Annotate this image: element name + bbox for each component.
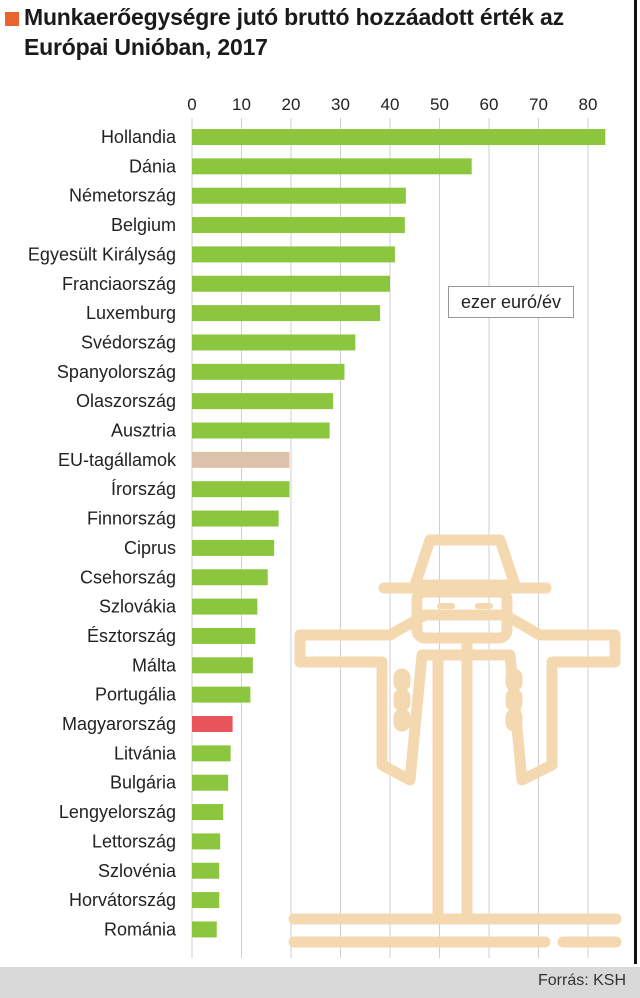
bar-20 [192, 716, 233, 732]
bar-1 [192, 158, 472, 175]
bar-16 [192, 598, 258, 615]
bar-5 [192, 275, 390, 292]
category-label: Portugália [95, 685, 177, 705]
category-label: Magyarország [62, 714, 176, 734]
bar-6 [192, 305, 381, 322]
bar-13 [192, 510, 279, 527]
bar-12 [192, 481, 290, 498]
bar-23 [192, 804, 224, 821]
bar-chart: 0 10 20 30 40 50 60 70 80 Hollandia Dánia Németors… [28, 95, 622, 958]
bar-18 [192, 657, 253, 674]
category-label: Románia [104, 919, 177, 939]
category-label: Csehország [80, 567, 176, 587]
category-label: Bulgária [110, 773, 177, 793]
bar-9 [192, 393, 334, 410]
bar-25 [192, 862, 220, 879]
title-marker [5, 12, 19, 26]
category-label: Olaszország [76, 391, 176, 411]
bar-2 [192, 187, 406, 204]
category-label: Franciaország [62, 274, 176, 294]
x-tick-label: 70 [529, 95, 548, 114]
category-label: Hollandia [101, 127, 177, 147]
bar-22 [192, 774, 229, 791]
category-label: Luxemburg [86, 303, 176, 323]
category-label: Lettország [92, 831, 176, 851]
chart-frame [634, 0, 637, 964]
category-label: EU-tagállamok [58, 450, 177, 470]
x-tick-label: 50 [430, 95, 449, 114]
bar-26 [192, 892, 220, 909]
source-text: Forrás: KSH [537, 972, 626, 989]
bar-0 [192, 129, 606, 145]
category-label: Svédország [81, 332, 176, 352]
bar-11 [192, 451, 290, 468]
category-label: Dánia [129, 156, 177, 176]
category-label: Egyesült Királyság [28, 244, 176, 264]
category-label: Írország [111, 479, 176, 499]
category-label: Finnország [87, 509, 176, 529]
bar-19 [192, 686, 251, 703]
bar-24 [192, 833, 221, 850]
bar-27 [192, 921, 217, 938]
category-label: Spanyolország [57, 362, 176, 382]
category-label: Litvánia [114, 743, 177, 763]
category-label: Belgium [111, 215, 176, 235]
category-label: Ausztria [111, 421, 177, 441]
category-label: Szlovákia [99, 597, 177, 617]
chart-title: Munkaerőegységre jutó bruttó hozzáadott … [24, 4, 564, 60]
category-label: Lengyelország [59, 802, 176, 822]
x-tick-label: 0 [187, 95, 196, 114]
bar-17 [192, 627, 256, 644]
bar-7 [192, 334, 356, 351]
bar-3 [192, 217, 405, 234]
x-tick-label: 40 [381, 95, 400, 114]
category-label: Horvátország [69, 890, 176, 910]
scarecrow-illustration [288, 534, 622, 948]
footer: Forrás: KSH [0, 967, 640, 998]
bar-14 [192, 539, 275, 556]
scarecrow-patches-icon [393, 668, 523, 732]
x-tick-label: 20 [282, 95, 301, 114]
x-tick-label: 80 [579, 95, 598, 114]
category-label: Észtország [87, 626, 176, 646]
bar-10 [192, 422, 330, 439]
bar-8 [192, 363, 345, 380]
x-tick-label: 60 [480, 95, 499, 114]
bar-4 [192, 246, 395, 263]
category-label: Ciprus [124, 538, 176, 558]
x-tick-label: 30 [331, 95, 350, 114]
category-label: Németország [69, 186, 176, 206]
bar-21 [192, 745, 231, 762]
bar-15 [192, 569, 268, 586]
category-label: Málta [132, 655, 177, 675]
category-label: Szlovénia [98, 861, 177, 881]
unit-label: ezer euró/év [448, 286, 574, 318]
x-tick-label: 10 [232, 95, 251, 114]
